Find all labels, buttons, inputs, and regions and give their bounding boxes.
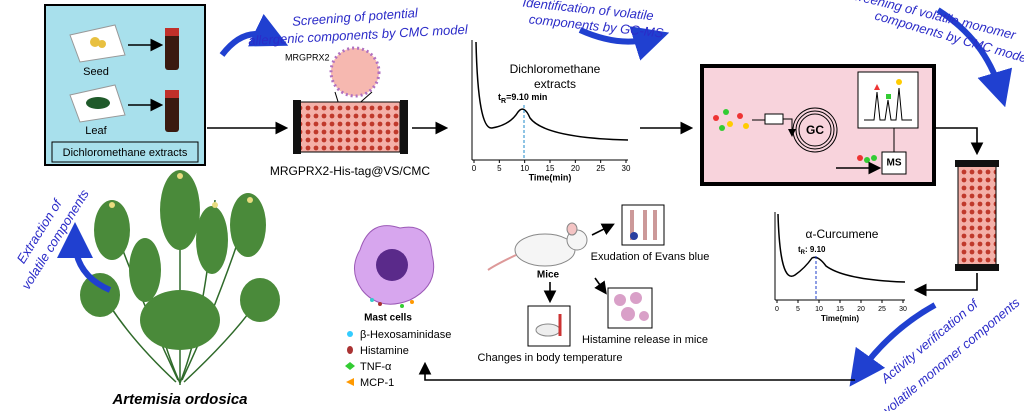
mice-title: Mice <box>537 270 560 281</box>
x-tick-label: 15 <box>836 306 844 313</box>
x-tick-label: 0 <box>472 164 477 173</box>
seed-label: Seed <box>83 66 109 78</box>
chart-title: extracts <box>534 77 576 91</box>
mast-cell: Mast cells β-Hexosaminidase Histamine TN… <box>345 225 451 389</box>
flow-arrow <box>849 302 937 387</box>
x-tick-label: 5 <box>796 306 800 313</box>
flow-arrow <box>936 7 1013 108</box>
x-tick-label: 20 <box>571 164 580 173</box>
extract-caption: Dichloromethane extracts <box>63 147 188 159</box>
x-tick-label: 15 <box>546 164 555 173</box>
x-axis-label: Time(min) <box>821 314 859 323</box>
chromatogram: Dichloromethane extracts tR=9.10 min Tim… <box>471 40 631 182</box>
flow-arrow <box>936 127 984 156</box>
flow-arrow <box>418 361 855 381</box>
legend-label: β-Hexosaminidase <box>360 329 451 341</box>
cmc-column-vertical <box>955 160 999 271</box>
flow-arrow <box>578 26 670 61</box>
chart-title: Dichloromethane <box>510 62 601 76</box>
leaf-label: Leaf <box>85 125 107 137</box>
column-caption: MRGPRX2-His-tag@VS/CMC <box>270 164 431 178</box>
x-tick-label: 25 <box>878 306 886 313</box>
flow-arrow <box>219 13 289 57</box>
cmc-column: MRGPRX2 MRGPRX2-His-tag@VS/CMC <box>270 46 431 178</box>
x-tick-label: 30 <box>622 164 631 173</box>
chart-title: α-Curcumene <box>806 227 879 241</box>
extraction-box: Seed Leaf Dichloromethane extracts <box>44 4 206 166</box>
x-tick-label: 25 <box>596 164 605 173</box>
assay-label: Exudation of Evans blue <box>591 251 710 263</box>
legend-label: Histamine <box>360 345 409 357</box>
receptor-label: MRGPRX2 <box>285 52 330 62</box>
mast-cell-title: Mast cells <box>364 313 412 324</box>
x-tick-label: 5 <box>497 164 502 173</box>
x-axis-label: Time(min) <box>529 172 572 182</box>
flow-arrow <box>913 273 978 297</box>
chromatogram: α-Curcumene tR: 9.10 Time(min) 0 5 10 15 20 2… <box>774 212 907 323</box>
process-label: allergenic components by CMC model <box>248 22 469 49</box>
gcms-box: GC MS <box>700 64 936 186</box>
plant-name: Artemisia ordosica <box>111 391 247 408</box>
x-tick-label: 10 <box>815 306 823 313</box>
x-tick-label: 10 <box>520 164 529 173</box>
legend-label: MCP-1 <box>360 377 394 389</box>
legend-label: TNF-α <box>360 361 392 373</box>
ms-label: MS <box>887 158 902 169</box>
x-tick-label: 20 <box>857 306 865 313</box>
mice-panel: Mice Exudation of Evans blue Changes in … <box>478 204 710 364</box>
plant <box>80 170 280 385</box>
x-tick-label: 0 <box>775 306 779 313</box>
x-tick-label: 30 <box>899 306 907 313</box>
assay-label: Changes in body temperature <box>478 352 623 364</box>
flow-arrow <box>57 222 112 293</box>
assay-label: Histamine release in mice <box>582 334 708 346</box>
peak-label: tR: 9.10 <box>798 245 826 255</box>
gc-label: GC <box>806 123 824 137</box>
peak-label: tR=9.10 min <box>498 92 547 104</box>
